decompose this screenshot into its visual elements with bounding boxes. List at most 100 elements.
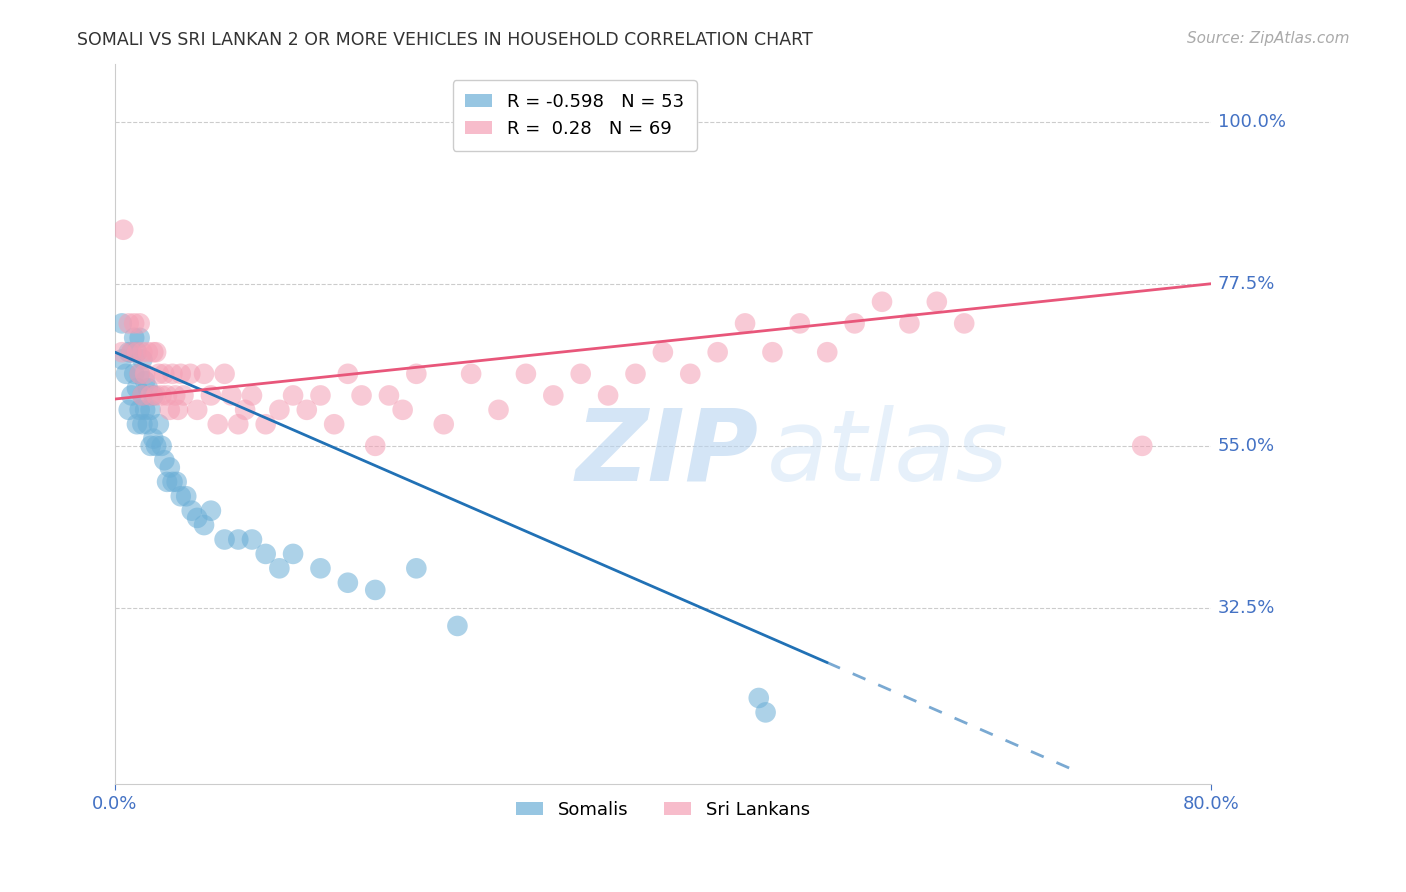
Point [488,402,510,417]
Point [761,345,783,359]
Point [186,402,208,417]
Point [226,533,249,547]
Point [173,388,195,402]
Point [159,460,181,475]
Point [624,367,647,381]
Point [309,388,332,402]
Point [789,317,811,331]
Point [226,417,249,432]
Point [170,489,193,503]
Point [142,388,165,402]
Text: Source: ZipAtlas.com: Source: ZipAtlas.com [1187,31,1350,46]
Point [139,402,162,417]
Point [131,352,153,367]
Point [755,706,778,720]
Point [186,511,208,525]
Point [162,475,184,489]
Point [156,388,179,402]
Point [125,381,148,395]
Point [150,388,173,402]
Point [543,388,565,402]
Text: SOMALI VS SRI LANKAN 2 OR MORE VEHICLES IN HOUSEHOLD CORRELATION CHART: SOMALI VS SRI LANKAN 2 OR MORE VEHICLES … [77,31,813,49]
Point [145,345,167,359]
Point [925,294,948,309]
Legend: Somalis, Sri Lankans: Somalis, Sri Lankans [509,793,817,826]
Point [165,388,187,402]
Point [336,575,359,590]
Point [131,417,153,432]
Point [1130,439,1153,453]
Point [111,317,134,331]
Point [145,439,167,453]
Point [378,388,401,402]
Point [134,402,156,417]
Text: 77.5%: 77.5% [1218,275,1275,293]
Point [405,367,427,381]
Point [240,533,263,547]
Point [405,561,427,575]
Text: atlas: atlas [766,405,1008,501]
Point [120,345,142,359]
Point [136,345,159,359]
Point [139,439,162,453]
Point [336,367,359,381]
Point [281,547,304,561]
Point [364,582,387,597]
Point [131,388,153,402]
Point [128,402,150,417]
Point [200,504,222,518]
Point [240,388,263,402]
Point [174,489,197,503]
Point [128,367,150,381]
Text: 100.0%: 100.0% [1218,112,1285,131]
Point [193,518,215,533]
Point [128,331,150,345]
Point [844,317,866,331]
Point [433,417,456,432]
Point [214,367,236,381]
Point [166,475,188,489]
Point [515,367,537,381]
Point [111,345,134,359]
Point [180,504,202,518]
Point [221,388,243,402]
Point [898,317,921,331]
Text: 55.0%: 55.0% [1218,437,1275,455]
Point [148,417,170,432]
Point [153,367,176,381]
Point [150,439,173,453]
Point [207,417,229,432]
Point [118,345,141,359]
Point [596,388,619,402]
Point [734,317,756,331]
Point [953,317,976,331]
Point [254,547,277,561]
Text: ZIP: ZIP [575,405,758,501]
Point [281,388,304,402]
Point [233,402,256,417]
Point [112,223,135,237]
Point [156,475,179,489]
Point [122,367,145,381]
Point [139,388,162,402]
Point [170,367,193,381]
Point [142,432,165,446]
Point [145,388,167,402]
Point [111,352,134,367]
Point [118,317,141,331]
Point [167,402,190,417]
Point [309,561,332,575]
Point [131,345,153,359]
Point [815,345,838,359]
Point [125,345,148,359]
Point [200,388,222,402]
Point [179,367,201,381]
Point [460,367,482,381]
Point [254,417,277,432]
Point [162,367,184,381]
Text: 32.5%: 32.5% [1218,599,1275,617]
Point [134,374,156,388]
Point [136,381,159,395]
Point [323,417,346,432]
Point [120,345,142,359]
